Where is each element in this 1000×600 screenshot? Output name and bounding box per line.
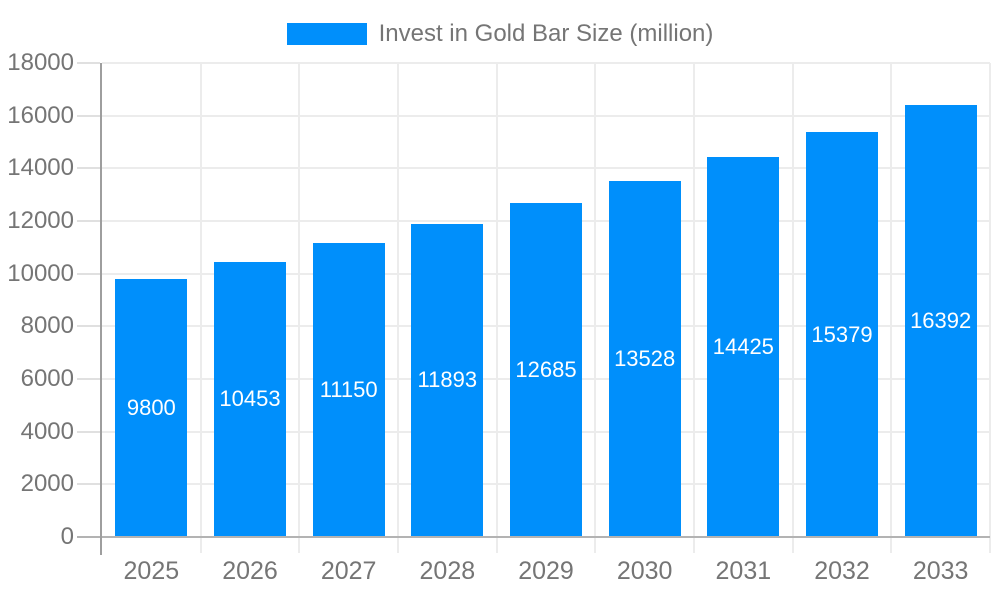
bar-2026[interactable]: 10453 [214,261,286,537]
y-axis-label-0: 0 [60,523,74,550]
v-gridline-1 [199,63,202,553]
v-gridline-6 [693,63,695,553]
v-gridline-2 [298,63,301,553]
v-gridline-9 [989,63,991,553]
bar-2029[interactable]: 12685 [510,202,582,537]
bar-value-label-2028: 11893 [417,367,478,393]
bar-value-label-2033: 16392 [910,308,972,334]
y-axis-label-16000: 16000 [7,101,74,129]
y-tick-2000 [77,483,100,486]
x-axis-label-2025: 2025 [123,557,180,585]
y-axis-label-4000: 4000 [20,417,74,445]
bar-2025[interactable]: 9800 [115,278,188,537]
x-axis-label-2029: 2029 [518,557,574,585]
y-tick-14000 [77,167,100,170]
y-axis-label-8000: 8000 [20,312,74,340]
bar-2033[interactable]: 16392 [904,105,977,537]
bar-value-label-2027: 11150 [319,377,378,403]
x-axis-label-2031: 2031 [715,557,772,585]
v-gridline-5 [594,63,597,553]
y-tick-16000 [77,114,100,117]
h-gridline-18000 [102,62,990,64]
legend-swatch-icon[interactable] [286,23,367,45]
y-tick-10000 [77,272,100,275]
x-axis-label-2026: 2026 [222,557,278,585]
bar-2028[interactable]: 11893 [411,223,484,537]
bar-value-label-2026: 10453 [219,386,281,412]
legend-label[interactable]: Invest in Gold Bar Size (million) [378,20,714,47]
y-tick-8000 [77,325,100,328]
x-axis-label-2033: 2033 [912,557,969,585]
h-gridline-14000 [102,167,990,170]
x-axis-baseline [77,536,990,538]
y-tick-12000 [77,220,100,222]
y-axis-line [100,63,102,555]
y-tick-18000 [77,62,100,64]
chart-legend: Invest in Gold Bar Size (million) [0,20,1000,48]
x-axis-label-2028: 2028 [419,557,476,585]
x-axis-label-2030: 2030 [616,557,673,585]
v-gridline-3 [397,63,399,553]
bar-2032[interactable]: 15379 [806,132,878,537]
plot-area: 9800 10453 11150 11893 12685 13528 14425 15379 1… [102,62,991,553]
y-axis-label-2000: 2000 [20,470,74,498]
bar-2027[interactable]: 11150 [312,243,385,537]
bar-2030[interactable]: 13528 [608,180,681,537]
y-tick-6000 [77,378,100,380]
bar-value-label-2031: 14425 [712,334,774,360]
y-axis-label-14000: 14000 [7,154,74,182]
bar-2031[interactable]: 14425 [707,157,780,537]
x-axis-label-2027: 2027 [320,557,377,585]
y-tick-4000 [77,430,100,433]
bar-value-label-2030: 13528 [614,345,676,371]
bar-value-label-2032: 15379 [811,321,873,347]
y-axis-label-6000: 6000 [20,365,74,392]
v-gridline-4 [495,63,498,553]
x-axis-label-2032: 2032 [814,557,870,585]
y-axis-label-10000: 10000 [7,259,74,287]
h-gridline-16000 [102,114,990,117]
y-axis-label-12000: 12000 [7,207,74,234]
v-gridline-8 [890,63,893,553]
v-gridline-7 [791,63,794,553]
bar-value-label-2029: 12685 [515,356,577,382]
bar-value-label-2025: 9800 [126,394,176,420]
y-axis-label-18000: 18000 [7,49,74,76]
